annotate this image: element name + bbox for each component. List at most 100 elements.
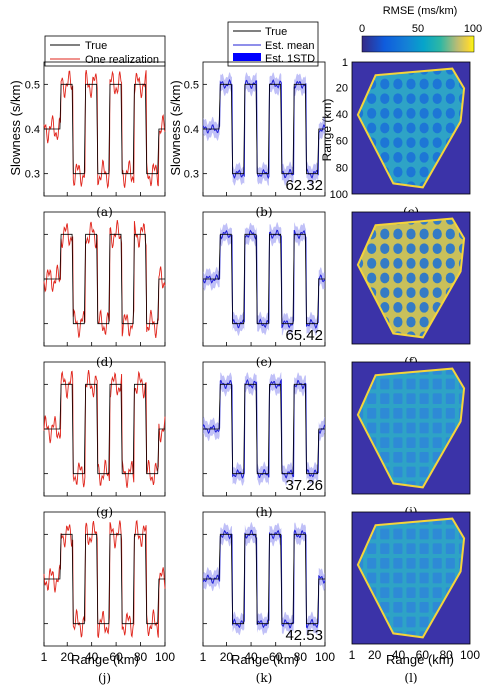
map-cell [406,287,416,298]
true-line [203,533,325,625]
map-cell [406,543,416,554]
legend-std-label: Est. 1STD [265,53,315,65]
map-cell [380,78,390,90]
map-cell [367,272,377,284]
map-range-axis-label: Range (km) [320,99,334,162]
map-cell [367,422,377,434]
map-cell [419,408,429,419]
map-cell [432,587,442,598]
map-cell [406,258,416,269]
map-cell [380,243,390,254]
map-cell [445,378,455,390]
map-cell [419,152,429,163]
map-cell [432,287,442,298]
map-cell [445,422,455,434]
realization-line [43,220,166,338]
map-cell [393,78,403,90]
x-tick-label: 100 [315,650,335,664]
y-tick-label: 0.4 [25,124,40,136]
panel-j: 1 20 40 60 80 100 (j) [41,511,175,685]
map-cell [419,558,429,569]
map-edge [356,67,466,189]
colorbar-gradient [361,35,475,53]
map-cell [380,543,390,554]
colorbar-tick-0: 0 [359,23,365,35]
map-cell [393,287,403,298]
std-band [203,522,325,636]
map-cell [419,108,429,119]
map-cell [406,152,416,163]
map-panel-f: (f) [351,211,471,369]
x-axis-label-left: Range (km) [71,652,139,667]
map-cell [432,122,442,134]
true-line [203,83,325,175]
map-cell [393,558,403,569]
map-cell [445,272,455,284]
map-cell [432,393,442,404]
y-tick-label: 0.3 [184,169,199,181]
map-cell [419,78,429,90]
map-cell [432,528,442,540]
map-cell [393,528,403,540]
x-tick-label: 60 [269,650,283,664]
legend-mid: True Est. mean Est. 1STD [227,21,319,67]
map-cell [419,287,429,298]
rmse-value: 62.32 [285,177,323,194]
rmse-value: 42.53 [285,627,323,644]
map-edge [356,217,466,339]
panel-e: 65.42(e) [202,211,326,369]
map-cell [445,408,455,419]
map-cell [419,587,429,598]
mean-line [202,378,326,479]
map-cell [419,243,429,254]
map-cell [380,137,390,148]
panel-h: 37.26(h) [202,361,326,519]
map-cell [393,437,403,448]
map-cell [393,422,403,434]
map-cell [432,437,442,448]
map-cell [419,378,429,390]
map-cell [406,452,416,463]
map-cell [380,393,390,404]
map-cell [380,408,390,419]
map-cell [393,378,403,390]
map-cell [380,152,390,163]
map-cell [432,378,442,390]
map-cell [393,122,403,134]
map-cell [367,558,377,569]
map-x-tick-label: 40 [392,648,406,662]
map-cell [380,602,390,613]
map-cell [419,393,429,404]
map-x-tick-label: 1 [349,648,356,662]
x-axis-label-right: Range (km) [386,652,454,667]
map-cell [393,302,403,313]
map-cell [419,528,429,540]
panels: 0.30.40.5(a)0.30.40.562.32(b)12040608010… [25,57,481,685]
map-edge [356,517,466,639]
map-cell [367,408,377,419]
map-cell [393,316,403,328]
map-cell [380,108,390,119]
map-x-tick-label: 20 [368,648,382,662]
map-cell [393,602,403,613]
map-cell [419,316,429,328]
x-axis-label-mid: Range (km) [231,652,299,667]
map-cell [419,422,429,434]
map-cell [393,466,403,478]
panel-b: 0.30.40.562.32(b) [184,61,326,219]
x-tick-label: 20 [61,650,75,664]
legend-mid-true-label: True [265,26,287,38]
colorbar-tick-1: 50 [412,23,424,35]
map-cell [432,558,442,569]
x-tick-label: 80 [134,650,148,664]
map-cell [432,228,442,240]
map-cell [406,108,416,119]
std-band [203,222,325,336]
map-cell [445,108,455,119]
colorbar: RMSE (ms/km) 0 50 100 [359,5,482,53]
map-cell [406,166,416,178]
x-tick-label: 60 [109,650,123,664]
map-cell [445,572,455,584]
map-cell [367,543,377,554]
map-cell [406,137,416,148]
